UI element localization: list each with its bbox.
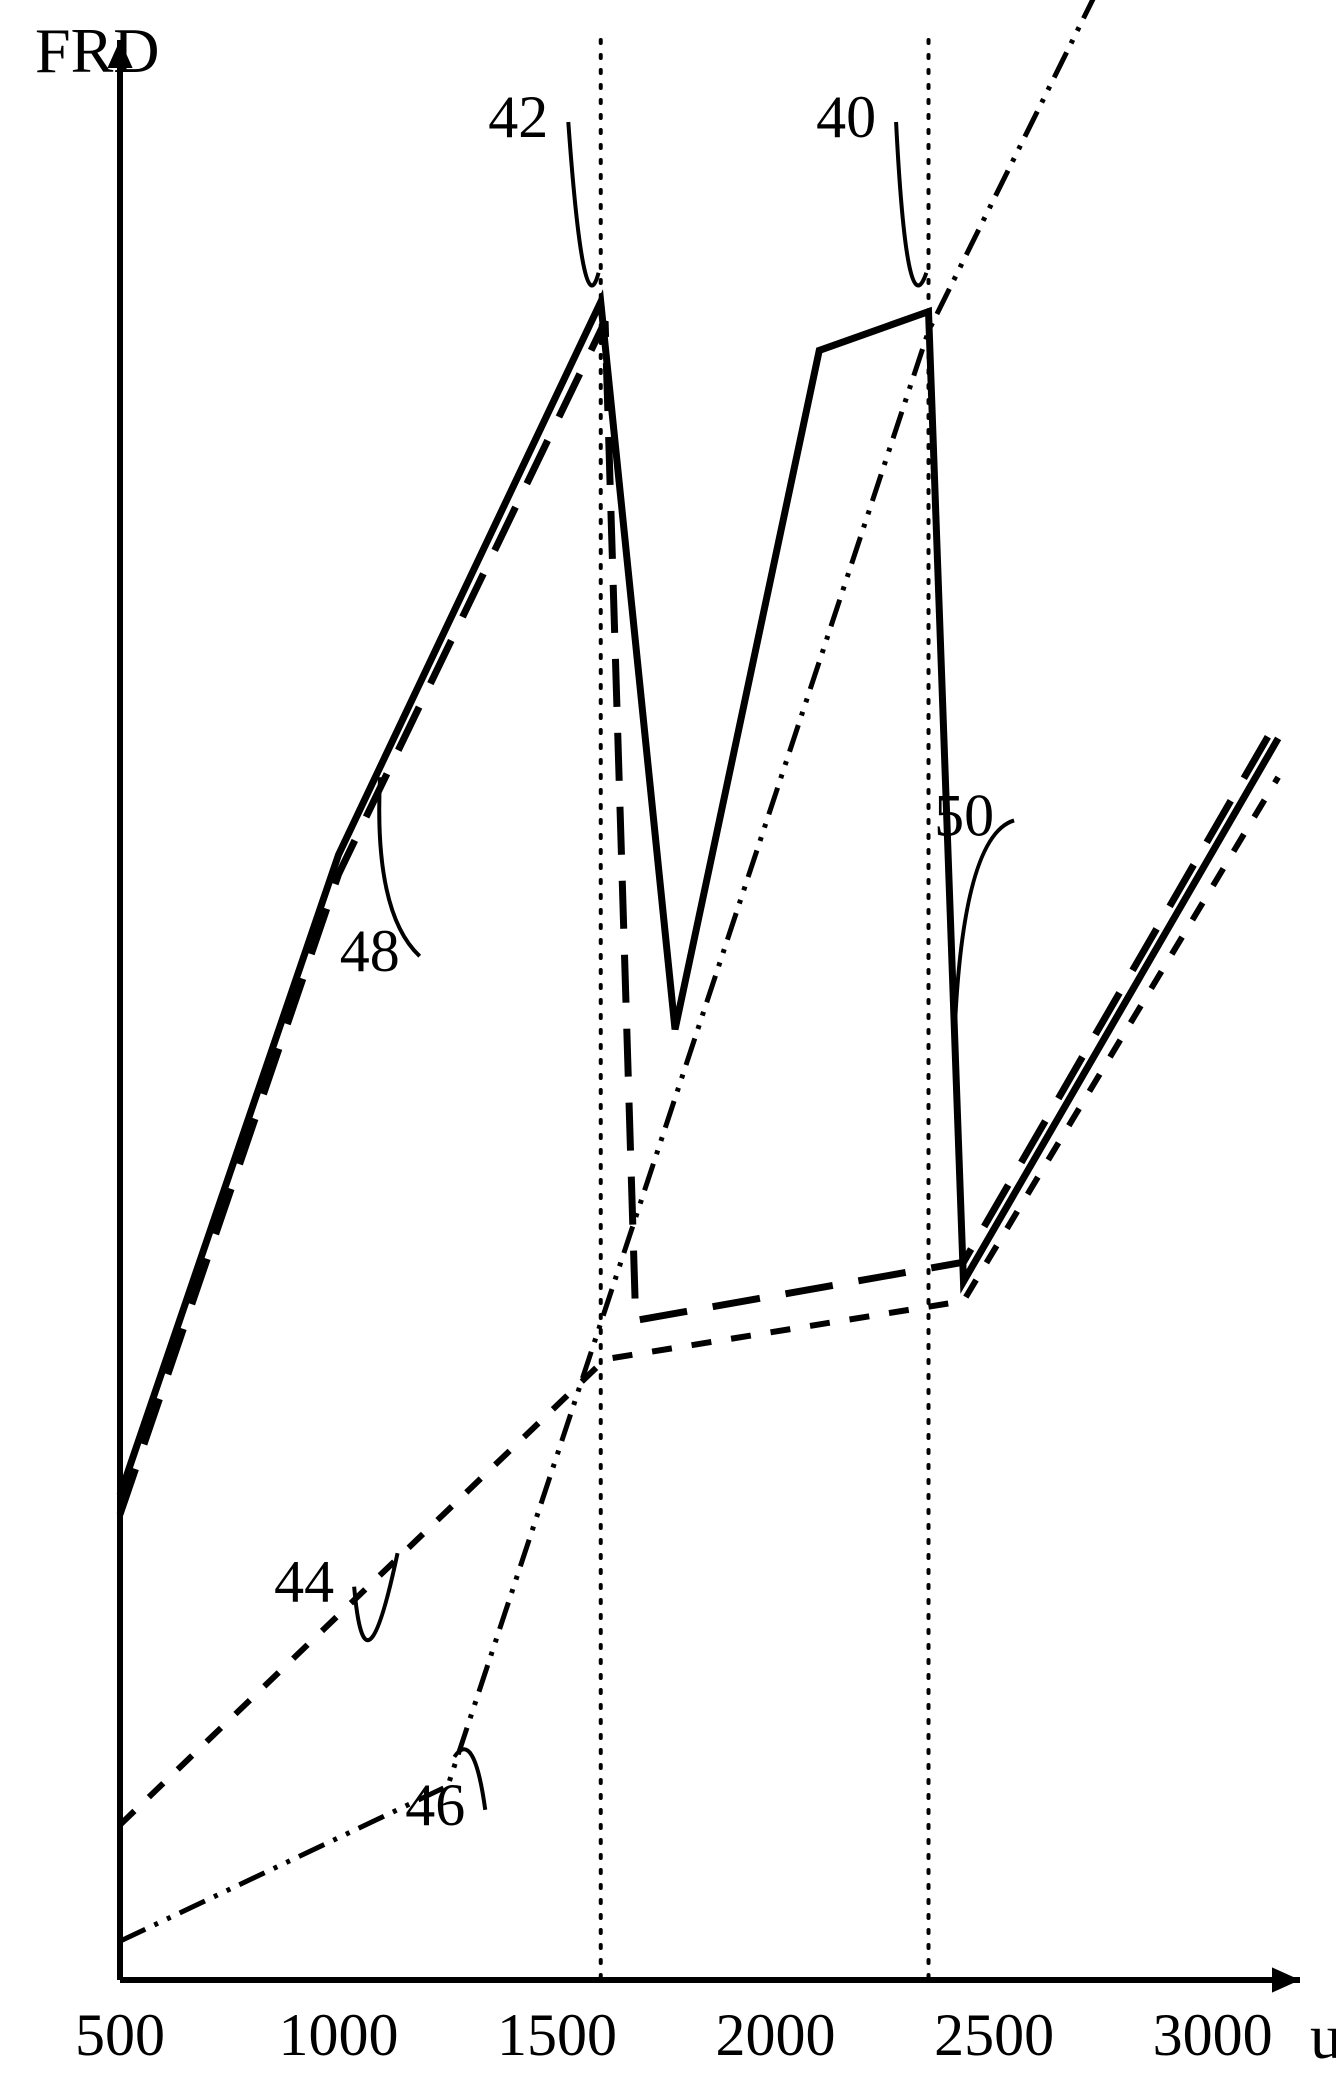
leader-40 bbox=[896, 122, 926, 285]
callouts: 40 42 44 46 48 50 bbox=[274, 84, 1014, 1838]
x-tick-label: 500 bbox=[75, 2002, 165, 2068]
callout-label-42: 42 bbox=[488, 84, 548, 150]
callout-label-48: 48 bbox=[340, 918, 400, 984]
series bbox=[120, 0, 1278, 1941]
callout-label-50: 50 bbox=[934, 782, 994, 848]
x-axis-label: u/min bbox=[1310, 2001, 1336, 2072]
series-50 bbox=[120, 302, 1278, 1495]
x-tick-label: 2500 bbox=[934, 2002, 1054, 2068]
series-44 bbox=[120, 777, 1278, 1825]
callout-label-40: 40 bbox=[816, 84, 876, 150]
leader-42 bbox=[568, 122, 598, 285]
series-46 bbox=[120, 0, 1265, 1941]
callout-label-46: 46 bbox=[405, 1772, 465, 1838]
line-chart: u/minFRD50010001500200025003000404244464… bbox=[0, 0, 1336, 2097]
x-ticks: 500 1000 1500 2000 2500 3000 bbox=[75, 2002, 1273, 2068]
x-tick-label: 3000 bbox=[1153, 2002, 1273, 2068]
y-axis-label: FRD bbox=[35, 15, 160, 86]
x-tick-label: 2000 bbox=[716, 2002, 836, 2068]
x-axis-arrow bbox=[1272, 1967, 1300, 1992]
axes: u/min FRD bbox=[35, 15, 1336, 2072]
x-tick-label: 1000 bbox=[279, 2002, 399, 2068]
x-tick-label: 1500 bbox=[497, 2002, 617, 2068]
callout-label-44: 44 bbox=[274, 1549, 334, 1615]
leader-50 bbox=[955, 820, 1014, 1029]
